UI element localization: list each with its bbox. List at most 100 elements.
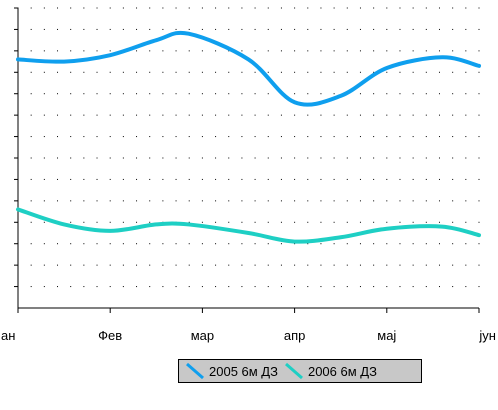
- grid-dot: [307, 136, 309, 138]
- grid-dot: [228, 200, 230, 202]
- grid-dot: [96, 286, 98, 288]
- grid-dot: [122, 178, 124, 180]
- grid-dot: [320, 178, 322, 180]
- grid-dot: [478, 286, 480, 288]
- grid-dot: [215, 114, 217, 116]
- grid-dot: [294, 200, 296, 202]
- grid-dot: [452, 28, 454, 30]
- grid-dot: [215, 178, 217, 180]
- grid-dot: [83, 178, 85, 180]
- grid-dot: [346, 28, 348, 30]
- grid-dot: [425, 178, 427, 180]
- grid-dot: [359, 286, 361, 288]
- grid-dot: [83, 71, 85, 73]
- grid-dot: [333, 136, 335, 138]
- grid-dot: [136, 157, 138, 159]
- grid-dot: [30, 200, 32, 202]
- grid-dot: [83, 286, 85, 288]
- grid-dot: [215, 157, 217, 159]
- grid-dot: [83, 50, 85, 52]
- grid-dot: [228, 178, 230, 180]
- grid-dot: [136, 71, 138, 73]
- grid-dot: [241, 93, 243, 95]
- grid-dot: [478, 178, 480, 180]
- grid-dot: [425, 200, 427, 202]
- grid-dot: [162, 157, 164, 159]
- grid-dot: [30, 50, 32, 52]
- grid-dot: [267, 50, 269, 52]
- grid-dot: [43, 264, 45, 266]
- grid-dot: [267, 286, 269, 288]
- grid-dot: [136, 7, 138, 9]
- grid-dot: [136, 50, 138, 52]
- grid-dot: [399, 286, 401, 288]
- grid-dot: [307, 93, 309, 95]
- grid-dot: [96, 7, 98, 9]
- grid-dot: [43, 71, 45, 73]
- grid-dot: [267, 7, 269, 9]
- grid-dot: [241, 178, 243, 180]
- grid-dot: [30, 136, 32, 138]
- grid-dot: [386, 136, 388, 138]
- grid-dot: [254, 200, 256, 202]
- grid-dot: [438, 286, 440, 288]
- grid-dot: [254, 50, 256, 52]
- grid-dot: [228, 243, 230, 245]
- grid-dot: [280, 7, 282, 9]
- grid-dot: [149, 7, 151, 9]
- grid-dot: [465, 50, 467, 52]
- grid-dot: [57, 178, 59, 180]
- grid-dot: [267, 221, 269, 223]
- grid-dot: [478, 264, 480, 266]
- grid-dot: [373, 71, 375, 73]
- grid-dot: [43, 157, 45, 159]
- legend: 2005 6м ДЗ 2006 6м ДЗ: [178, 359, 422, 383]
- grid-dot: [465, 7, 467, 9]
- grid-dot: [162, 200, 164, 202]
- grid-dot: [175, 136, 177, 138]
- grid-dot: [162, 286, 164, 288]
- grid-dot: [359, 28, 361, 30]
- grid-dot: [162, 136, 164, 138]
- grid-dot: [478, 200, 480, 202]
- grid-dot: [386, 264, 388, 266]
- grid-dot: [136, 243, 138, 245]
- grid-dot: [465, 136, 467, 138]
- grid-dot: [320, 157, 322, 159]
- grid-dot: [478, 93, 480, 95]
- grid-dot: [333, 50, 335, 52]
- grid-dot: [175, 157, 177, 159]
- grid-dot: [346, 243, 348, 245]
- grid-dot: [254, 7, 256, 9]
- grid-dot: [373, 221, 375, 223]
- grid-dot: [333, 243, 335, 245]
- grid-dot: [241, 243, 243, 245]
- grid-dot: [280, 157, 282, 159]
- legend-label-series-1: 2005 6м ДЗ: [209, 363, 278, 379]
- grid-dot: [83, 264, 85, 266]
- series-line-1: [16, 30, 481, 107]
- grid-dot: [215, 221, 217, 223]
- grid-dot: [136, 28, 138, 30]
- grid-dot: [43, 7, 45, 9]
- grid-dot: [122, 136, 124, 138]
- grid-dot: [241, 200, 243, 202]
- grid-dot: [320, 264, 322, 266]
- grid-dot: [280, 264, 282, 266]
- grid-dot: [425, 286, 427, 288]
- grid-dot: [386, 7, 388, 9]
- grid-dot: [57, 157, 59, 159]
- grid-dot: [478, 243, 480, 245]
- grid-dot: [188, 264, 190, 266]
- grid-dot: [201, 50, 203, 52]
- grid-dot: [373, 243, 375, 245]
- grid-dot: [96, 221, 98, 223]
- grid-dot: [57, 243, 59, 245]
- grid-dot: [122, 28, 124, 30]
- grid-dot: [70, 71, 72, 73]
- grid-dot: [109, 114, 111, 116]
- grid-dot: [188, 7, 190, 9]
- x-tick-label: Фев: [98, 328, 122, 343]
- grid-dot: [241, 7, 243, 9]
- grid-dot: [333, 93, 335, 95]
